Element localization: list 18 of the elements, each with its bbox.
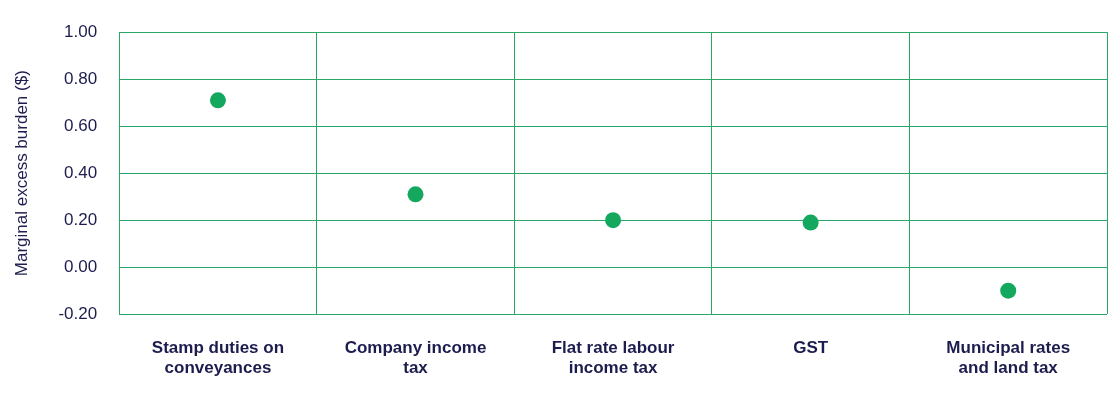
- y-tick-label: 1.00: [64, 21, 98, 41]
- y-tick-label: -0.20: [58, 303, 98, 323]
- y-tick-label: 0.80: [64, 68, 98, 88]
- y-tick-label: 0.60: [64, 115, 98, 135]
- x-tick-label: GST: [793, 338, 829, 358]
- y-tick-label: 0.40: [64, 162, 98, 182]
- point: [605, 212, 622, 229]
- x-tick-label: Stamp duties on conveyances: [151, 338, 285, 378]
- point: [1000, 282, 1017, 299]
- point: [209, 92, 226, 109]
- x-tick-label: Municipal rates and land tax: [946, 338, 1071, 378]
- point: [407, 186, 424, 203]
- y-axis-title: Marginal excess burden ($): [11, 70, 31, 277]
- x-tick-label: Flat rate labour income tax: [551, 338, 675, 378]
- y-tick-label: 0.00: [64, 256, 98, 276]
- y-tick-label: 0.20: [64, 209, 98, 229]
- x-tick-label: Company income tax: [344, 338, 487, 378]
- point: [802, 214, 819, 231]
